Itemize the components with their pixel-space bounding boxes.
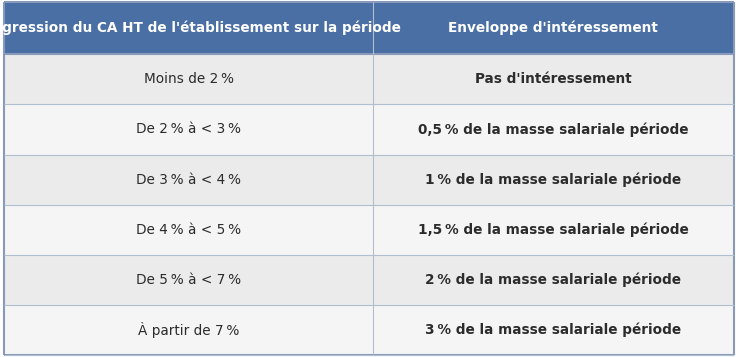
- Text: 1 % de la masse salariale période: 1 % de la masse salariale période: [425, 172, 681, 187]
- Bar: [373, 255, 734, 305]
- Bar: [4, 2, 373, 54]
- Bar: [373, 54, 734, 105]
- Text: À partir de 7 %: À partir de 7 %: [138, 322, 239, 338]
- Text: Moins de 2 %: Moins de 2 %: [143, 72, 233, 86]
- Text: 0,5 % de la masse salariale période: 0,5 % de la masse salariale période: [418, 122, 689, 137]
- Bar: [373, 2, 734, 54]
- Text: De 2 % à < 3 %: De 2 % à < 3 %: [136, 122, 241, 136]
- Bar: [4, 255, 373, 305]
- Bar: [4, 105, 373, 155]
- Bar: [4, 155, 373, 205]
- Text: De 3 % à < 4 %: De 3 % à < 4 %: [136, 172, 241, 187]
- Text: De 4 % à < 5 %: De 4 % à < 5 %: [136, 223, 241, 237]
- Text: 3 % de la masse salariale période: 3 % de la masse salariale période: [425, 323, 681, 337]
- Text: Pas d'intéressement: Pas d'intéressement: [475, 72, 632, 86]
- Bar: [4, 205, 373, 255]
- Bar: [373, 155, 734, 205]
- Bar: [373, 105, 734, 155]
- Bar: [373, 205, 734, 255]
- Bar: [4, 305, 373, 355]
- Text: De 5 % à < 7 %: De 5 % à < 7 %: [136, 273, 241, 287]
- Text: 1,5 % de la masse salariale période: 1,5 % de la masse salariale période: [418, 222, 689, 237]
- Text: Enveloppe d'intéressement: Enveloppe d'intéressement: [448, 21, 658, 35]
- Bar: [373, 305, 734, 355]
- Bar: [4, 54, 373, 105]
- Text: Progression du CA HT de l'établissement sur la période: Progression du CA HT de l'établissement …: [0, 21, 401, 35]
- Text: 2 % de la masse salariale période: 2 % de la masse salariale période: [425, 272, 681, 287]
